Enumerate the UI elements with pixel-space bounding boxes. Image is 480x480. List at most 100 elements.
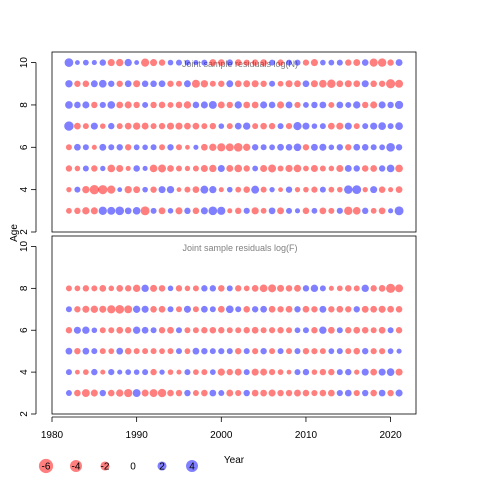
bubble bbox=[394, 206, 404, 216]
bubble bbox=[209, 80, 216, 87]
y-tick-label: 8 bbox=[19, 285, 30, 291]
bubble bbox=[302, 389, 310, 397]
bubble bbox=[217, 143, 226, 152]
bubble bbox=[251, 144, 259, 151]
bubble bbox=[133, 348, 140, 355]
bubble bbox=[209, 326, 217, 334]
bubble bbox=[98, 79, 107, 88]
bubble bbox=[294, 348, 301, 355]
bubble bbox=[235, 306, 242, 313]
bubble bbox=[319, 165, 326, 172]
bubble bbox=[285, 123, 293, 130]
bubble bbox=[336, 101, 344, 109]
legend: -6 -4 -2 0 2 4 bbox=[38, 458, 198, 474]
bubble bbox=[64, 121, 74, 131]
bubble bbox=[277, 306, 284, 313]
bubble bbox=[370, 186, 378, 194]
bubble bbox=[327, 326, 335, 334]
bubble bbox=[167, 389, 174, 397]
bubble bbox=[107, 206, 116, 215]
bubble bbox=[285, 389, 293, 397]
bubble bbox=[361, 165, 369, 172]
bubble bbox=[386, 79, 396, 89]
bubble bbox=[353, 59, 361, 67]
bubble bbox=[125, 165, 131, 172]
bubble bbox=[285, 101, 293, 109]
bubble bbox=[243, 101, 251, 109]
bubble bbox=[167, 326, 174, 334]
bubble bbox=[99, 101, 106, 109]
bubble bbox=[141, 122, 149, 130]
bubble bbox=[108, 327, 115, 334]
bubble bbox=[251, 326, 259, 334]
bubble bbox=[65, 327, 73, 334]
bubble bbox=[285, 285, 293, 292]
bubble bbox=[209, 306, 216, 313]
bubble bbox=[99, 59, 106, 66]
bubble bbox=[328, 186, 335, 193]
bubble bbox=[243, 59, 250, 66]
bubble bbox=[361, 144, 369, 151]
bubble bbox=[74, 143, 81, 151]
bubble bbox=[74, 347, 81, 355]
bubble bbox=[107, 305, 116, 314]
bubble bbox=[234, 164, 243, 173]
bubble bbox=[328, 368, 335, 376]
bubble bbox=[89, 184, 100, 195]
bubble bbox=[268, 389, 276, 397]
bubble bbox=[91, 285, 98, 292]
bubble bbox=[159, 348, 165, 355]
bubble bbox=[193, 144, 199, 150]
bubble bbox=[268, 305, 276, 313]
bubble bbox=[370, 389, 377, 397]
bubble bbox=[209, 122, 217, 130]
bubble bbox=[124, 388, 133, 398]
bubble bbox=[99, 348, 106, 355]
bubble bbox=[294, 101, 301, 109]
bubble bbox=[353, 101, 361, 109]
bubble bbox=[310, 59, 318, 67]
bubble bbox=[82, 59, 89, 66]
bubble bbox=[251, 101, 259, 109]
bubble bbox=[192, 306, 199, 313]
bubble bbox=[277, 369, 284, 376]
bubble bbox=[117, 187, 123, 193]
bubble bbox=[387, 348, 394, 355]
bubble bbox=[268, 284, 277, 293]
bubble bbox=[243, 327, 250, 334]
bubble bbox=[175, 348, 182, 355]
bubble bbox=[124, 80, 132, 88]
bubble bbox=[370, 285, 377, 292]
bubble bbox=[353, 143, 361, 151]
bubble bbox=[328, 306, 335, 313]
bubble bbox=[184, 59, 191, 66]
bubble bbox=[328, 285, 334, 291]
bubble bbox=[243, 80, 251, 88]
bubble bbox=[303, 186, 309, 193]
panel-residuals-logN: Joint sample residuals log(N) bbox=[51, 51, 417, 233]
bubble bbox=[235, 327, 242, 334]
legend-label: 2 bbox=[159, 462, 165, 473]
bubble bbox=[150, 207, 157, 214]
y-tick-label: 6 bbox=[19, 144, 30, 150]
bubble bbox=[192, 347, 200, 355]
bubble bbox=[125, 285, 132, 292]
bubble bbox=[378, 122, 386, 130]
bubble bbox=[167, 144, 174, 151]
bubble bbox=[90, 389, 98, 397]
bubble bbox=[386, 368, 395, 376]
bubble bbox=[395, 368, 403, 376]
bubble bbox=[107, 164, 116, 173]
bubble bbox=[225, 143, 234, 152]
bubble bbox=[293, 164, 302, 173]
bubble bbox=[251, 207, 259, 215]
bubble bbox=[286, 369, 292, 375]
bubble bbox=[345, 144, 352, 151]
bubble bbox=[81, 389, 90, 398]
bubble bbox=[352, 206, 361, 215]
bubble bbox=[141, 305, 149, 313]
bubble bbox=[269, 144, 275, 151]
bubble bbox=[184, 369, 191, 376]
bubble bbox=[218, 348, 225, 355]
bubble bbox=[302, 305, 310, 313]
